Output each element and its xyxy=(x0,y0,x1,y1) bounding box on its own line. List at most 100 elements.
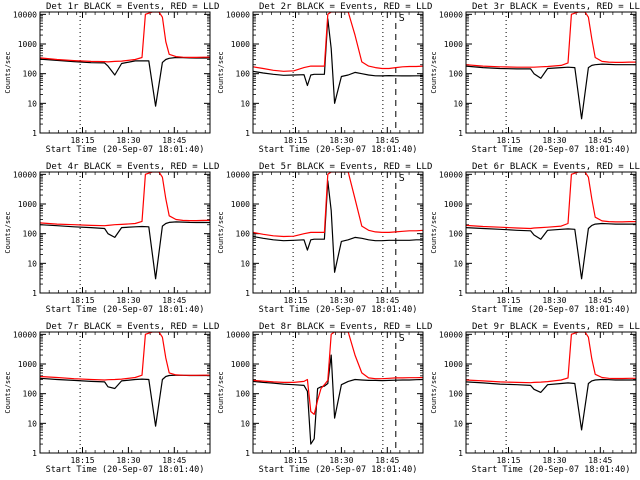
y-tick-label: 1000 xyxy=(444,40,463,49)
x-axis-label: Start Time (20-Sep-07 18:01:40) xyxy=(46,145,205,155)
lld-series-line xyxy=(40,172,210,227)
plot-frame xyxy=(252,331,424,454)
start-marker-label: S xyxy=(399,333,405,344)
plot-frame xyxy=(39,11,211,134)
panel-det-7r: Det 7r BLACK = Events, RED = LLD Counts/s… xyxy=(4,322,219,475)
lld-series-line xyxy=(253,332,423,415)
y-axis-label: Counts/sec xyxy=(430,371,438,413)
series-group xyxy=(40,172,210,280)
y-tick-label: 10000 xyxy=(226,170,250,179)
panel-title: Det 2r BLACK = Events, RED = LLD xyxy=(259,2,432,12)
start-marker-label: S xyxy=(399,13,405,24)
panel-title: Det 6r BLACK = Events, RED = LLD xyxy=(472,162,640,172)
x-tick-label: 18:45 xyxy=(162,456,186,465)
x-tick-label: 18:30 xyxy=(329,296,353,305)
y-tick-label: 1 xyxy=(245,449,250,458)
y-tick-label: 1 xyxy=(458,449,463,458)
y-axis-label: Counts/sec xyxy=(217,51,225,93)
y-tick-label: 10000 xyxy=(13,170,37,179)
x-axis-label: Start Time (20-Sep-07 18:01:40) xyxy=(259,305,418,315)
series-group xyxy=(253,12,423,104)
y-tick-label: 10 xyxy=(27,259,37,268)
x-tick-label: 18:15 xyxy=(283,296,307,305)
x-axis-label: Start Time (20-Sep-07 18:01:40) xyxy=(472,305,631,315)
y-tick-label: 1 xyxy=(32,449,37,458)
x-tick-label: 18:45 xyxy=(375,296,399,305)
y-tick-label: 1000 xyxy=(231,360,250,369)
x-tick-label: 18:30 xyxy=(542,456,566,465)
series-group xyxy=(40,12,210,107)
plot-frame xyxy=(252,11,424,134)
y-tick-label: 100 xyxy=(23,390,38,399)
y-tick-label: 1 xyxy=(458,289,463,298)
panel-det-6r: Det 6r BLACK = Events, RED = LLD Counts/s… xyxy=(430,162,640,315)
y-axis-label: Counts/sec xyxy=(217,211,225,253)
panel-det-3r: Det 3r BLACK = Events, RED = LLD Counts/s… xyxy=(430,2,640,155)
y-tick-label: 1000 xyxy=(231,200,250,209)
y-axis-label: Counts/sec xyxy=(4,371,12,413)
y-tick-label: 100 xyxy=(236,230,251,239)
lld-series-line xyxy=(253,12,423,72)
y-tick-label: 1 xyxy=(458,129,463,138)
y-tick-label: 10000 xyxy=(439,330,463,339)
x-tick-label: 18:30 xyxy=(116,456,140,465)
y-tick-label: 10 xyxy=(453,99,463,108)
series-group xyxy=(466,332,636,431)
events-series-line xyxy=(466,222,636,280)
events-series-line xyxy=(466,63,636,120)
series-group xyxy=(466,12,636,120)
x-axis-label: Start Time (20-Sep-07 18:01:40) xyxy=(259,465,418,475)
y-tick-label: 1000 xyxy=(18,360,37,369)
y-axis-label: Counts/sec xyxy=(4,211,12,253)
x-tick-label: 18:30 xyxy=(329,136,353,145)
events-series-line xyxy=(466,378,636,431)
y-tick-label: 10 xyxy=(240,259,250,268)
y-tick-label: 10 xyxy=(453,259,463,268)
panel-title: Det 7r BLACK = Events, RED = LLD xyxy=(46,322,219,332)
panel-title: Det 4r BLACK = Events, RED = LLD xyxy=(46,162,219,172)
y-tick-label: 1000 xyxy=(18,200,37,209)
y-tick-label: 10000 xyxy=(439,170,463,179)
series-group xyxy=(253,172,423,273)
y-axis-label: Counts/sec xyxy=(4,51,12,93)
series-group xyxy=(466,172,636,280)
events-series-line xyxy=(253,18,423,104)
y-tick-label: 10000 xyxy=(226,10,250,19)
plot-frame xyxy=(465,11,637,134)
x-tick-label: 18:30 xyxy=(542,296,566,305)
y-tick-label: 1 xyxy=(32,289,37,298)
y-tick-label: 1000 xyxy=(231,40,250,49)
events-series-line xyxy=(253,354,423,445)
y-tick-label: 10 xyxy=(240,99,250,108)
panel-title: Det 8r BLACK = Events, RED = LLD xyxy=(259,322,432,332)
plot-frame xyxy=(465,171,637,294)
lld-series-line xyxy=(466,12,636,68)
x-tick-label: 18:45 xyxy=(588,136,612,145)
panel-title: Det 9r BLACK = Events, RED = LLD xyxy=(472,322,640,332)
y-tick-label: 100 xyxy=(23,230,38,239)
y-tick-label: 10 xyxy=(27,99,37,108)
x-axis-label: Start Time (20-Sep-07 18:01:40) xyxy=(472,465,631,475)
panel-det-2r: Det 2r BLACK = Events, RED = LLD Counts/s… xyxy=(217,2,432,155)
y-axis-label: Counts/sec xyxy=(430,211,438,253)
x-tick-label: 18:30 xyxy=(542,136,566,145)
y-tick-label: 100 xyxy=(23,70,38,79)
y-tick-label: 1000 xyxy=(444,360,463,369)
x-tick-label: 18:15 xyxy=(496,136,520,145)
x-tick-label: 18:45 xyxy=(375,456,399,465)
x-tick-label: 18:15 xyxy=(70,456,94,465)
x-tick-label: 18:15 xyxy=(283,456,307,465)
y-tick-label: 100 xyxy=(236,390,251,399)
y-tick-label: 1 xyxy=(245,289,250,298)
x-tick-label: 18:45 xyxy=(162,296,186,305)
lld-series-line xyxy=(466,332,636,384)
y-axis-label: Counts/sec xyxy=(430,51,438,93)
y-tick-label: 10 xyxy=(27,419,37,428)
x-tick-label: 18:45 xyxy=(375,136,399,145)
y-tick-label: 10 xyxy=(453,419,463,428)
x-tick-label: 18:45 xyxy=(162,136,186,145)
y-tick-label: 100 xyxy=(449,390,464,399)
x-tick-label: 18:45 xyxy=(588,296,612,305)
